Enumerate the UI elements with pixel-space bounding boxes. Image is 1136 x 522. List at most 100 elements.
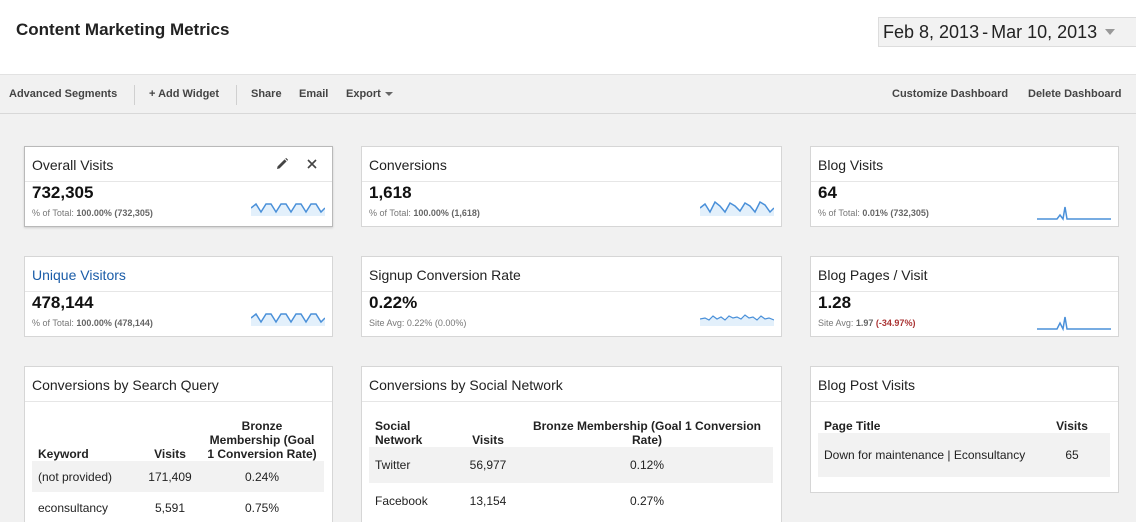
widget-divider [811, 401, 1118, 402]
conversions-by-search-query-widget[interactable]: Conversions by Search Query Keyword Visi… [24, 366, 333, 522]
dashboard-toolbar: Advanced Segments + Add Widget Share Ema… [0, 74, 1136, 114]
metric-subtext: % of Total: 0.01% (732,305) [818, 208, 929, 218]
table-row: Twitter 56,977 0.12% [369, 447, 773, 483]
network-cell: Facebook [375, 494, 428, 508]
conversion-rate-cell: 0.24% [200, 461, 324, 492]
widget-divider [25, 291, 332, 292]
widget-title: Conversions by Social Network [369, 377, 563, 393]
metric-value: 1,618 [369, 183, 412, 202]
overall-visits-widget[interactable]: Overall Visits 732,305 % of Total: 100.0… [24, 146, 333, 227]
sparkline-chart [251, 312, 325, 326]
sub-label: % of Total: [369, 208, 411, 218]
page-title: Content Marketing Metrics [16, 20, 230, 39]
visits-cell: 171,409 [140, 461, 200, 492]
widget-title: Overall Visits [32, 157, 114, 173]
widget-title: Signup Conversion Rate [369, 267, 521, 283]
sub-value: 100.00% (1,618) [413, 208, 480, 218]
network-cell: Twitter [369, 447, 455, 483]
blog-visits-widget[interactable]: Blog Visits 64 % of Total: 0.01% (732,30… [810, 146, 1119, 227]
table-row: Down for maintenance | Econsultancy 65 [818, 433, 1110, 477]
widget-actions [274, 156, 320, 172]
table-header-row: Page Title Visits [818, 411, 1110, 433]
sparkline-chart [700, 314, 774, 326]
date-start: Feb 8, 2013 [883, 21, 980, 42]
chevron-down-icon[interactable] [1105, 29, 1116, 35]
date-range-picker[interactable]: Feb 8, 2013 - Mar 10, 2013 [878, 17, 1136, 47]
widget-title: Blog Post Visits [818, 377, 916, 393]
conversion-rate-cell: 0.75% [244, 500, 280, 515]
widget-divider [362, 401, 781, 402]
close-icon[interactable] [304, 156, 320, 172]
metric-subtext: % of Total: 100.00% (1,618) [369, 208, 480, 218]
add-widget-button[interactable]: + Add Widget [149, 88, 220, 100]
table-header-row: Social Network Visits Bronze Membership … [369, 411, 773, 447]
unique-visitors-widget[interactable]: Unique Visitors 478,144 % of Total: 100.… [24, 256, 333, 337]
column-header[interactable]: Visits [1056, 419, 1088, 433]
sub-value: 1.97 [855, 318, 874, 328]
sub-label: Site Avg: [818, 318, 854, 328]
metric-value: 0.22% [369, 293, 418, 312]
widget-divider [811, 181, 1118, 182]
conversions-widget[interactable]: Conversions 1,618 % of Total: 100.00% (1… [361, 146, 782, 227]
metric-subtext: Site Avg: 0.22% (0.00%) [369, 318, 467, 328]
sub-delta: (-34.97%) [875, 318, 916, 328]
column-header[interactable]: Bronze Membership (Goal 1 Conversion Rat… [207, 419, 317, 461]
widget-divider [25, 401, 332, 402]
table-row: econsultancy 5,591 0.75% [32, 492, 324, 522]
sparkline-chart [1037, 316, 1111, 332]
metric-subtext: Site Avg: 1.97 (-34.97%) [818, 318, 915, 328]
sparkline-chart [1037, 206, 1111, 221]
signup-conversion-rate-widget[interactable]: Signup Conversion Rate 0.22% Site Avg: 0… [361, 256, 782, 337]
metric-subtext: % of Total: 100.00% (478,144) [32, 318, 153, 328]
widget-divider [362, 181, 781, 182]
metric-value: 732,305 [32, 183, 94, 202]
chevron-down-icon [384, 92, 393, 97]
blog-post-visits-widget[interactable]: Blog Post Visits Page Title Visits Down … [810, 366, 1119, 493]
advanced-segments-button[interactable]: Advanced Segments [9, 88, 118, 100]
column-header[interactable]: Visits [154, 447, 186, 461]
table-row: (not provided) 171,409 0.24% [32, 461, 324, 492]
metric-value: 478,144 [32, 293, 94, 312]
sub-label: % of Total: [818, 208, 860, 218]
sub-label: % of Total: [32, 318, 74, 328]
metric-value: 1.28 [818, 293, 852, 312]
column-header[interactable]: Visits [472, 433, 504, 447]
widget-divider [25, 181, 332, 182]
sub-value: 100.00% (732,305) [76, 208, 153, 218]
toolbar-divider [134, 85, 135, 105]
blog-pages-per-visit-widget[interactable]: Blog Pages / Visit 1.28 Site Avg: 1.97 (… [810, 256, 1119, 337]
keyword-cell: econsultancy [38, 500, 109, 515]
date-separator: - [982, 21, 989, 42]
table-row: Facebook 13,154 0.27% [369, 483, 773, 519]
widget-divider [811, 291, 1118, 292]
email-button[interactable]: Email [299, 88, 329, 100]
column-header[interactable]: Page Title [824, 419, 881, 433]
toolbar-divider [236, 85, 237, 105]
title-bar: Content Marketing Metrics Feb 8, 2013 - … [0, 0, 1136, 74]
export-label: Export [346, 88, 381, 100]
metric-subtext: % of Total: 100.00% (732,305) [32, 208, 153, 218]
widget-divider [362, 291, 781, 292]
share-button[interactable]: Share [251, 88, 282, 100]
conversion-rate-cell: 0.27% [629, 494, 665, 508]
sub-value: 100.00% (478,144) [76, 318, 153, 328]
pencil-icon[interactable] [274, 156, 290, 172]
column-header[interactable]: Bronze Membership (Goal 1 Conversion Rat… [532, 419, 762, 447]
visits-cell: 5,591 [154, 500, 186, 515]
widget-title-link[interactable]: Unique Visitors [32, 267, 126, 283]
keyword-cell: (not provided) [32, 461, 140, 492]
visits-cell: 56,977 [455, 447, 521, 483]
visits-cell: 65 [1034, 433, 1110, 477]
column-header[interactable]: Keyword [38, 447, 89, 461]
visits-cell: 13,154 [469, 494, 507, 508]
conversions-by-social-network-widget[interactable]: Conversions by Social Network Social Net… [361, 366, 782, 522]
customize-dashboard-button[interactable]: Customize Dashboard [892, 88, 1009, 100]
search-query-table: Keyword Visits Bronze Membership (Goal 1… [32, 413, 324, 522]
column-header[interactable]: Social Network [375, 419, 423, 447]
delete-dashboard-button[interactable]: Delete Dashboard [1028, 88, 1122, 100]
sparkline-chart [251, 202, 325, 216]
export-button[interactable]: Export [346, 88, 393, 100]
blog-post-table: Page Title Visits Down for maintenance |… [818, 411, 1110, 477]
widget-title: Conversions by Search Query [32, 377, 219, 393]
conversion-rate-cell: 0.12% [521, 447, 773, 483]
